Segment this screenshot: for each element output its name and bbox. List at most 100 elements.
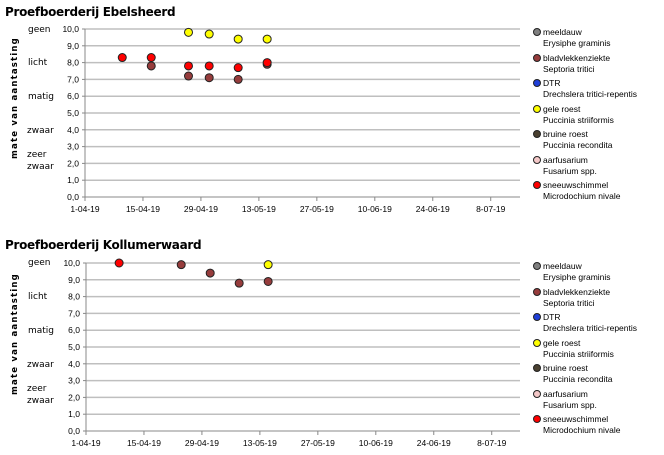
legend-item: DTR Drechslera tritici-repentis xyxy=(533,312,637,334)
y-tick-label: 6,0 xyxy=(68,325,80,335)
category-label-licht: licht xyxy=(28,58,48,68)
legend-latin-name: Puccinia recondita xyxy=(543,374,613,384)
data-point-sneeuwschimmel xyxy=(146,53,156,63)
y-tick-label: 3,0 xyxy=(67,142,79,152)
legend-item: meeldauw Erysiphe graminis xyxy=(533,261,611,283)
x-tick-label: 27-05-19 xyxy=(300,204,334,214)
legend-marker-icon xyxy=(533,155,541,164)
legend-latin-name: Puccinia recondita xyxy=(543,140,613,150)
y-tick-label: 1,0 xyxy=(68,409,80,419)
x-tick-label: 29-04-19 xyxy=(184,204,218,214)
legend-marker-icon xyxy=(533,313,541,321)
x-tick-label: 8-07-19 xyxy=(476,204,506,214)
y-tick-label: 3,0 xyxy=(68,376,80,386)
legend-item: sneeuwschimmel Microdochium nivale xyxy=(533,414,620,436)
category-label-zeer: zeer xyxy=(27,150,47,160)
data-point-sneeuwschimmel xyxy=(262,58,272,68)
x-tick-label: 27-05-19 xyxy=(301,438,335,448)
legend-item: aarfusarium Fusarium spp. xyxy=(533,389,597,411)
y-tick-label: 0,0 xyxy=(68,426,80,436)
category-label-zwaar: zwaar xyxy=(27,126,54,136)
data-point-bladvlekkenziekte xyxy=(234,278,244,288)
y-tick-label: 7,0 xyxy=(68,308,80,318)
x-tick-label: 13-05-19 xyxy=(242,204,276,214)
legend-marker-icon xyxy=(533,53,541,62)
legend-name: aarfusarium xyxy=(543,154,588,165)
category-label-licht: licht xyxy=(28,292,48,302)
y-tick-label: 5,0 xyxy=(68,342,80,352)
data-point-gele-roest xyxy=(263,260,273,270)
legend-latin-name: Erysiphe graminis xyxy=(543,272,611,282)
y-tick-label: 6,0 xyxy=(67,91,79,101)
legend-marker-icon xyxy=(533,338,541,347)
legend-marker-icon xyxy=(533,415,541,423)
y-tick-label: 2,0 xyxy=(68,392,80,402)
legend-latin-name: Erysiphe graminis xyxy=(543,38,611,48)
legend-item: sneeuwschimmel Microdochium nivale xyxy=(533,180,620,202)
y-tick-label: 9,0 xyxy=(67,41,79,51)
x-tick-label: 10-06-19 xyxy=(358,204,392,214)
data-point-bladvlekkenziekte xyxy=(176,260,186,270)
x-tick-label: 15-04-19 xyxy=(127,438,161,448)
y-tick-label: 4,0 xyxy=(67,125,79,135)
legend-latin-name: Fusarium spp. xyxy=(543,165,597,176)
legend-name: bladvlekkenziekte xyxy=(543,52,611,63)
y-tick-label: 0,0 xyxy=(67,192,79,202)
legend-marker-icon xyxy=(533,28,541,36)
data-point-gele-roest xyxy=(204,29,214,39)
legend-item: meeldauw Erysiphe graminis xyxy=(533,27,611,49)
y-tick-label: 8,0 xyxy=(68,292,80,302)
legend-name: meeldauw xyxy=(543,261,582,271)
y-tick-label: 8,0 xyxy=(67,58,79,68)
legend-latin-name: Puccinia striiformis xyxy=(543,348,614,359)
legend-name: gele roest xyxy=(543,337,581,348)
legend-name: bruine roest xyxy=(543,129,588,139)
x-tick-label: 8-07-19 xyxy=(477,438,507,448)
data-point-gele-roest xyxy=(262,34,272,44)
data-point-bladvlekkenziekte xyxy=(205,268,215,278)
y-tick-label: 7,0 xyxy=(67,74,79,84)
legend-marker-icon xyxy=(533,364,541,372)
legend-latin-name: Puccinia striiformis xyxy=(543,114,614,125)
data-point-bladvlekkenziekte xyxy=(184,71,193,81)
legend-marker-icon xyxy=(533,79,541,87)
legend-latin-name: Fusarium spp. xyxy=(543,399,597,410)
legend-latin-name: Microdochium nivale xyxy=(543,425,621,435)
data-point-sneeuwschimmel xyxy=(204,61,214,71)
legend-name: DTR xyxy=(543,78,561,88)
x-tick-label: 1-04-19 xyxy=(71,438,101,448)
x-tick-label: 24-06-19 xyxy=(417,438,451,448)
legend-name: aarfusarium xyxy=(543,388,588,399)
data-point-bladvlekkenziekte xyxy=(204,73,214,83)
category-label-zeer-zwaar: zwaar xyxy=(27,396,54,406)
legend-latin-name: Septoria tritici xyxy=(543,63,595,74)
legend-marker-icon xyxy=(533,181,541,189)
data-point-gele-roest xyxy=(233,34,243,44)
x-tick-label: 10-06-19 xyxy=(359,438,393,448)
data-point-sneeuwschimmel xyxy=(117,53,127,63)
legend-latin-name: Drechslera tritici-repentis xyxy=(543,89,637,99)
chart-ebelsheerd: Proefboerderij Ebelsheerd mate van aanta… xyxy=(5,5,637,214)
legend-latin-name: Drechslera tritici-repentis xyxy=(543,323,637,333)
data-point-sneeuwschimmel xyxy=(233,63,243,73)
category-label-geen: geen xyxy=(28,258,51,268)
legend-item: gele roest Puccinia striiformis xyxy=(533,338,614,360)
y-tick-label: 10,0 xyxy=(62,24,79,34)
y-tick-label: 4,0 xyxy=(68,359,80,369)
legend-item: bladvlekkenziekte Septoria tritici xyxy=(533,53,610,75)
legend-item: gele roest Puccinia striiformis xyxy=(533,104,614,126)
legend-name: bladvlekkenziekte xyxy=(543,286,611,297)
y-tick-label: 9,0 xyxy=(68,275,80,285)
category-label-matig: matig xyxy=(28,92,55,102)
legend-item: bladvlekkenziekte Septoria tritici xyxy=(533,287,610,309)
category-label-zwaar: zwaar xyxy=(27,360,54,370)
legend-marker-icon xyxy=(533,130,541,138)
legend-name: DTR xyxy=(543,312,561,322)
y-tick-label: 1,0 xyxy=(67,175,79,185)
category-label-geen: geen xyxy=(28,25,51,35)
x-tick-label: 1-04-19 xyxy=(70,204,100,214)
legend-name: gele roest xyxy=(543,103,581,114)
legend-latin-name: Microdochium nivale xyxy=(543,191,621,201)
legend-item: bruine roest Puccinia recondita xyxy=(533,129,612,151)
